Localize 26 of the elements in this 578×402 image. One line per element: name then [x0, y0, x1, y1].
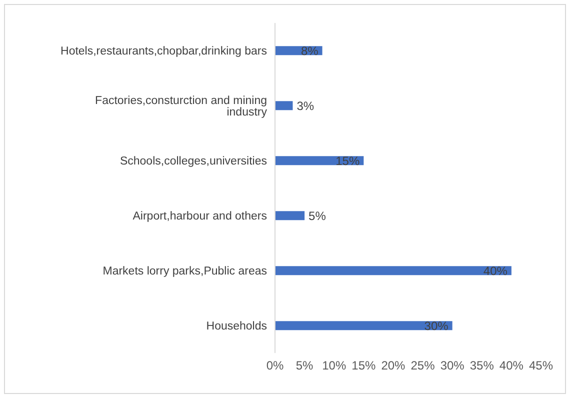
x-tick-label: 25% [410, 358, 436, 373]
x-tick-label: 40% [499, 358, 524, 373]
y-tick-label: Schools,colleges,universities [120, 156, 268, 168]
bar [275, 211, 305, 220]
x-tick-label: 20% [381, 358, 406, 373]
bar [275, 266, 512, 276]
x-tick-label: 5% [296, 358, 314, 373]
x-tick-label: 0% [266, 358, 284, 373]
bar [275, 321, 452, 330]
data-label: 5% [308, 208, 326, 223]
x-tick-label: 15% [352, 358, 376, 373]
data-label: 8% [300, 44, 319, 58]
y-tick-label: Hotels,restaurants,chopbar,drinking bars [60, 46, 268, 58]
y-tick-label: Households [206, 320, 268, 333]
data-label: 40% [483, 264, 508, 278]
y-tick-label: Markets lorry parks,Public areas [102, 266, 268, 278]
data-label: 3% [296, 98, 314, 113]
x-tick-label: 10% [322, 358, 346, 373]
data-label: 15% [336, 154, 360, 168]
y-tick-label: Airport,harbour and others [132, 210, 268, 223]
data-label: 30% [424, 318, 449, 333]
x-tick-label: 35% [470, 358, 494, 373]
x-tick-label: 45% [528, 358, 554, 373]
bar [275, 101, 293, 110]
y-tick-label: Factories,consturction and mining industry [95, 94, 268, 118]
x-tick-label: 30% [440, 358, 465, 373]
